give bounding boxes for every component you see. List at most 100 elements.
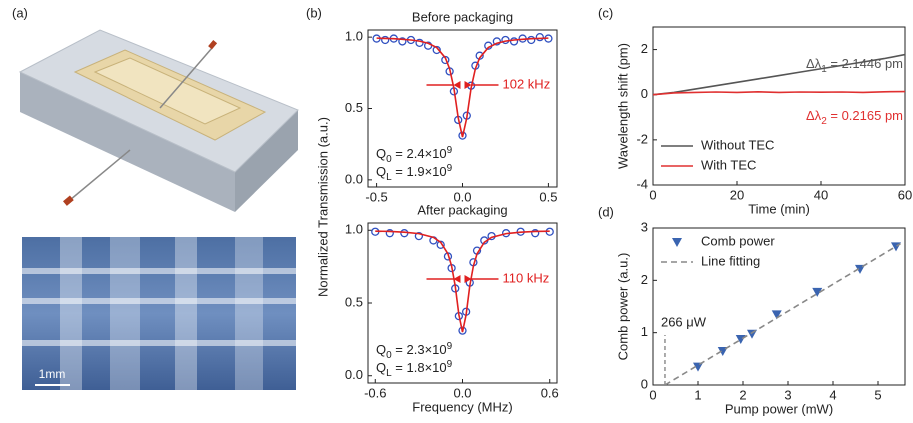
text-part: = 2.3×10 — [392, 342, 447, 357]
y-tick-label: 1.0 — [345, 29, 363, 44]
series-line — [664, 243, 901, 385]
x-tick-label: 0.5 — [539, 189, 557, 204]
fwhm-arrowhead — [464, 80, 472, 89]
q-factor: Q0 = 2.4×109 — [376, 145, 453, 165]
data-point — [492, 37, 502, 46]
series-line — [653, 53, 905, 96]
data-point — [509, 37, 519, 46]
y-tick-label: -4 — [636, 176, 648, 191]
x-axis-label: Frequency (MHz) — [412, 399, 512, 414]
legend-label: Line fitting — [701, 253, 760, 268]
panel-label: (c) — [598, 5, 613, 20]
q-factor: Q0 = 2.3×109 — [376, 341, 453, 361]
text-part: 9 — [447, 145, 453, 156]
scale-bar-label: 1mm — [39, 367, 66, 381]
text-part: 9 — [447, 163, 453, 174]
data-point — [693, 362, 703, 372]
data-point — [527, 35, 536, 45]
legend-marker — [672, 238, 682, 247]
fwhm-arrowhead — [453, 275, 461, 283]
plot-frame — [367, 222, 558, 384]
threshold-label: 266 μW — [661, 314, 707, 329]
data-point — [398, 37, 407, 46]
plot-frame — [652, 26, 906, 186]
y-tick-label: 0.0 — [345, 171, 363, 186]
shift-label: Δλ2 = 0.2165 pm — [806, 108, 903, 126]
x-tick-label: 0.6 — [541, 385, 559, 400]
data-point — [436, 240, 445, 249]
micrograph: 1mm — [22, 237, 296, 390]
x-tick-label: 40 — [814, 187, 828, 202]
y-tick-label: 0 — [641, 86, 648, 101]
text-part: Δλ — [806, 108, 822, 123]
data-point — [415, 38, 424, 47]
y-tick-label: -2 — [636, 131, 648, 146]
data-point — [441, 55, 450, 65]
data-point — [812, 287, 823, 297]
legend-label: With TEC — [701, 157, 756, 172]
y-tick-label: 2 — [641, 272, 648, 287]
data-point — [535, 32, 544, 42]
panel-label: (d) — [598, 204, 614, 219]
x-tick-label: -0.6 — [364, 385, 386, 400]
data-point — [531, 229, 540, 238]
x-tick-label: 5 — [874, 387, 881, 402]
series-line — [376, 37, 549, 138]
q-factor: QL = 1.8×109 — [376, 359, 453, 379]
data-point — [735, 334, 746, 344]
y-tick-label: 1.0 — [345, 222, 363, 237]
y-axis-label: Comb power (a.u.) — [615, 253, 630, 361]
y-tick-label: 0 — [641, 376, 648, 391]
x-tick-label: 0.0 — [453, 385, 471, 400]
x-tick-label: 0 — [649, 387, 656, 402]
x-tick-label: 20 — [730, 187, 744, 202]
linewidth-label: 102 kHz — [503, 76, 551, 91]
data-point — [385, 229, 394, 238]
y-tick-label: 0.5 — [345, 294, 363, 309]
text-part: = 2.1446 pm — [827, 56, 903, 71]
x-tick-label: -0.5 — [365, 189, 387, 204]
text-part: 1 — [821, 64, 827, 75]
text-part: Δλ — [806, 56, 822, 71]
data-point — [432, 45, 441, 55]
x-tick-label: 1 — [694, 387, 701, 402]
data-point — [381, 35, 390, 45]
x-axis-label: Time (min) — [748, 201, 810, 216]
y-axis-label: Wavelength shift (pm) — [615, 43, 630, 169]
data-point — [458, 131, 467, 140]
text-part: = 2.4×10 — [392, 146, 447, 161]
data-point — [771, 310, 782, 320]
x-tick-label: 3 — [784, 387, 791, 402]
linewidth-label: 110 kHz — [503, 270, 550, 285]
fwhm-arrowhead — [464, 275, 472, 283]
text-part: Q — [376, 342, 386, 357]
package-render — [18, 29, 299, 212]
legend-label: Comb power — [701, 233, 775, 248]
chart-title: Before packaging — [412, 9, 513, 24]
plot-frame — [367, 29, 558, 188]
x-tick-label: 0 — [649, 187, 656, 202]
text-part: Q — [376, 146, 386, 161]
fwhm-arrowhead — [453, 80, 461, 89]
legend-label: Without TEC — [701, 137, 774, 152]
text-part: = 1.8×10 — [392, 360, 447, 375]
data-point — [458, 326, 467, 335]
data-point — [414, 231, 424, 241]
x-tick-label: 0.0 — [453, 189, 471, 204]
text-part: Q — [376, 164, 386, 179]
text-part: Q — [376, 360, 386, 375]
text-part: L — [386, 368, 392, 379]
x-tick-label: 60 — [898, 187, 912, 202]
q-factor: QL = 1.9×109 — [376, 163, 453, 183]
x-tick-label: 2 — [739, 387, 746, 402]
x-axis-label: Pump power (mW) — [725, 401, 833, 416]
text-part: 0 — [386, 154, 392, 165]
y-axis-label: Normalized Transmission (a.u.) — [315, 117, 330, 297]
chart-title: After packaging — [417, 202, 507, 217]
y-tick-label: 1 — [641, 324, 648, 339]
text-part: 9 — [447, 341, 453, 352]
text-part: 0 — [386, 350, 392, 361]
text-part: 9 — [447, 359, 453, 370]
series-line — [653, 90, 905, 96]
plot-frame — [652, 227, 906, 386]
